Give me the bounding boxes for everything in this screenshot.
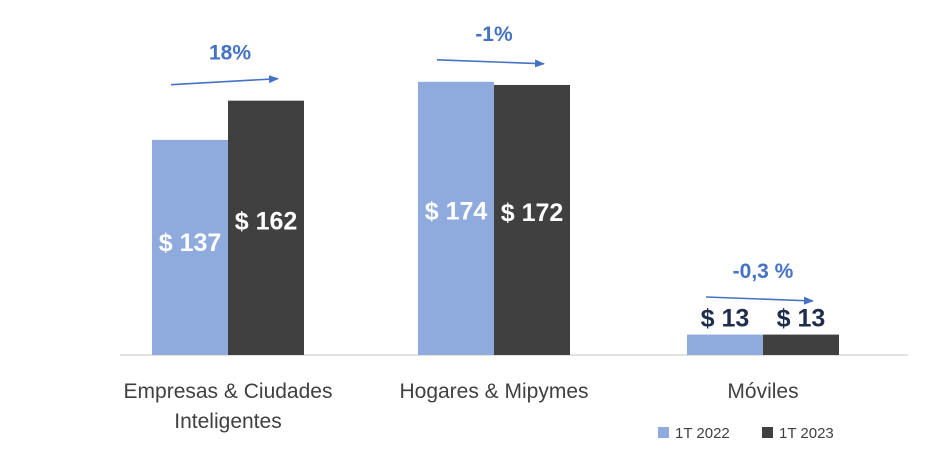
change-arrow [170, 75, 279, 86]
data-label: $ 137 [159, 229, 222, 257]
change-label: 18% [209, 42, 251, 65]
bar-2023 [763, 334, 839, 355]
bar-2022 [152, 139, 228, 355]
legend-swatch-2023 [762, 427, 773, 438]
data-label: $ 13 [701, 305, 750, 333]
legend-label: 1T 2023 [779, 425, 834, 442]
category-label: Hogares & Mipymes [399, 380, 588, 403]
bar-2022 [418, 81, 494, 355]
data-label: $ 13 [777, 305, 826, 333]
legend-swatch-2022 [658, 427, 669, 438]
data-label: $ 174 [425, 197, 488, 225]
change-label: -1% [475, 23, 513, 46]
change-arrow [705, 296, 814, 305]
bar-2023 [494, 84, 570, 356]
category-label: Móviles [727, 380, 798, 403]
bar-2023 [228, 100, 304, 355]
data-label: $ 172 [501, 199, 564, 227]
category-label: Empresas & Ciudades [124, 380, 333, 403]
category-label: Inteligentes [174, 410, 281, 433]
data-label: $ 162 [235, 208, 298, 236]
bar-2022 [687, 334, 763, 355]
change-label: -0,3 % [733, 260, 794, 283]
change-arrow [436, 59, 545, 68]
legend-label: 1T 2022 [675, 425, 730, 442]
